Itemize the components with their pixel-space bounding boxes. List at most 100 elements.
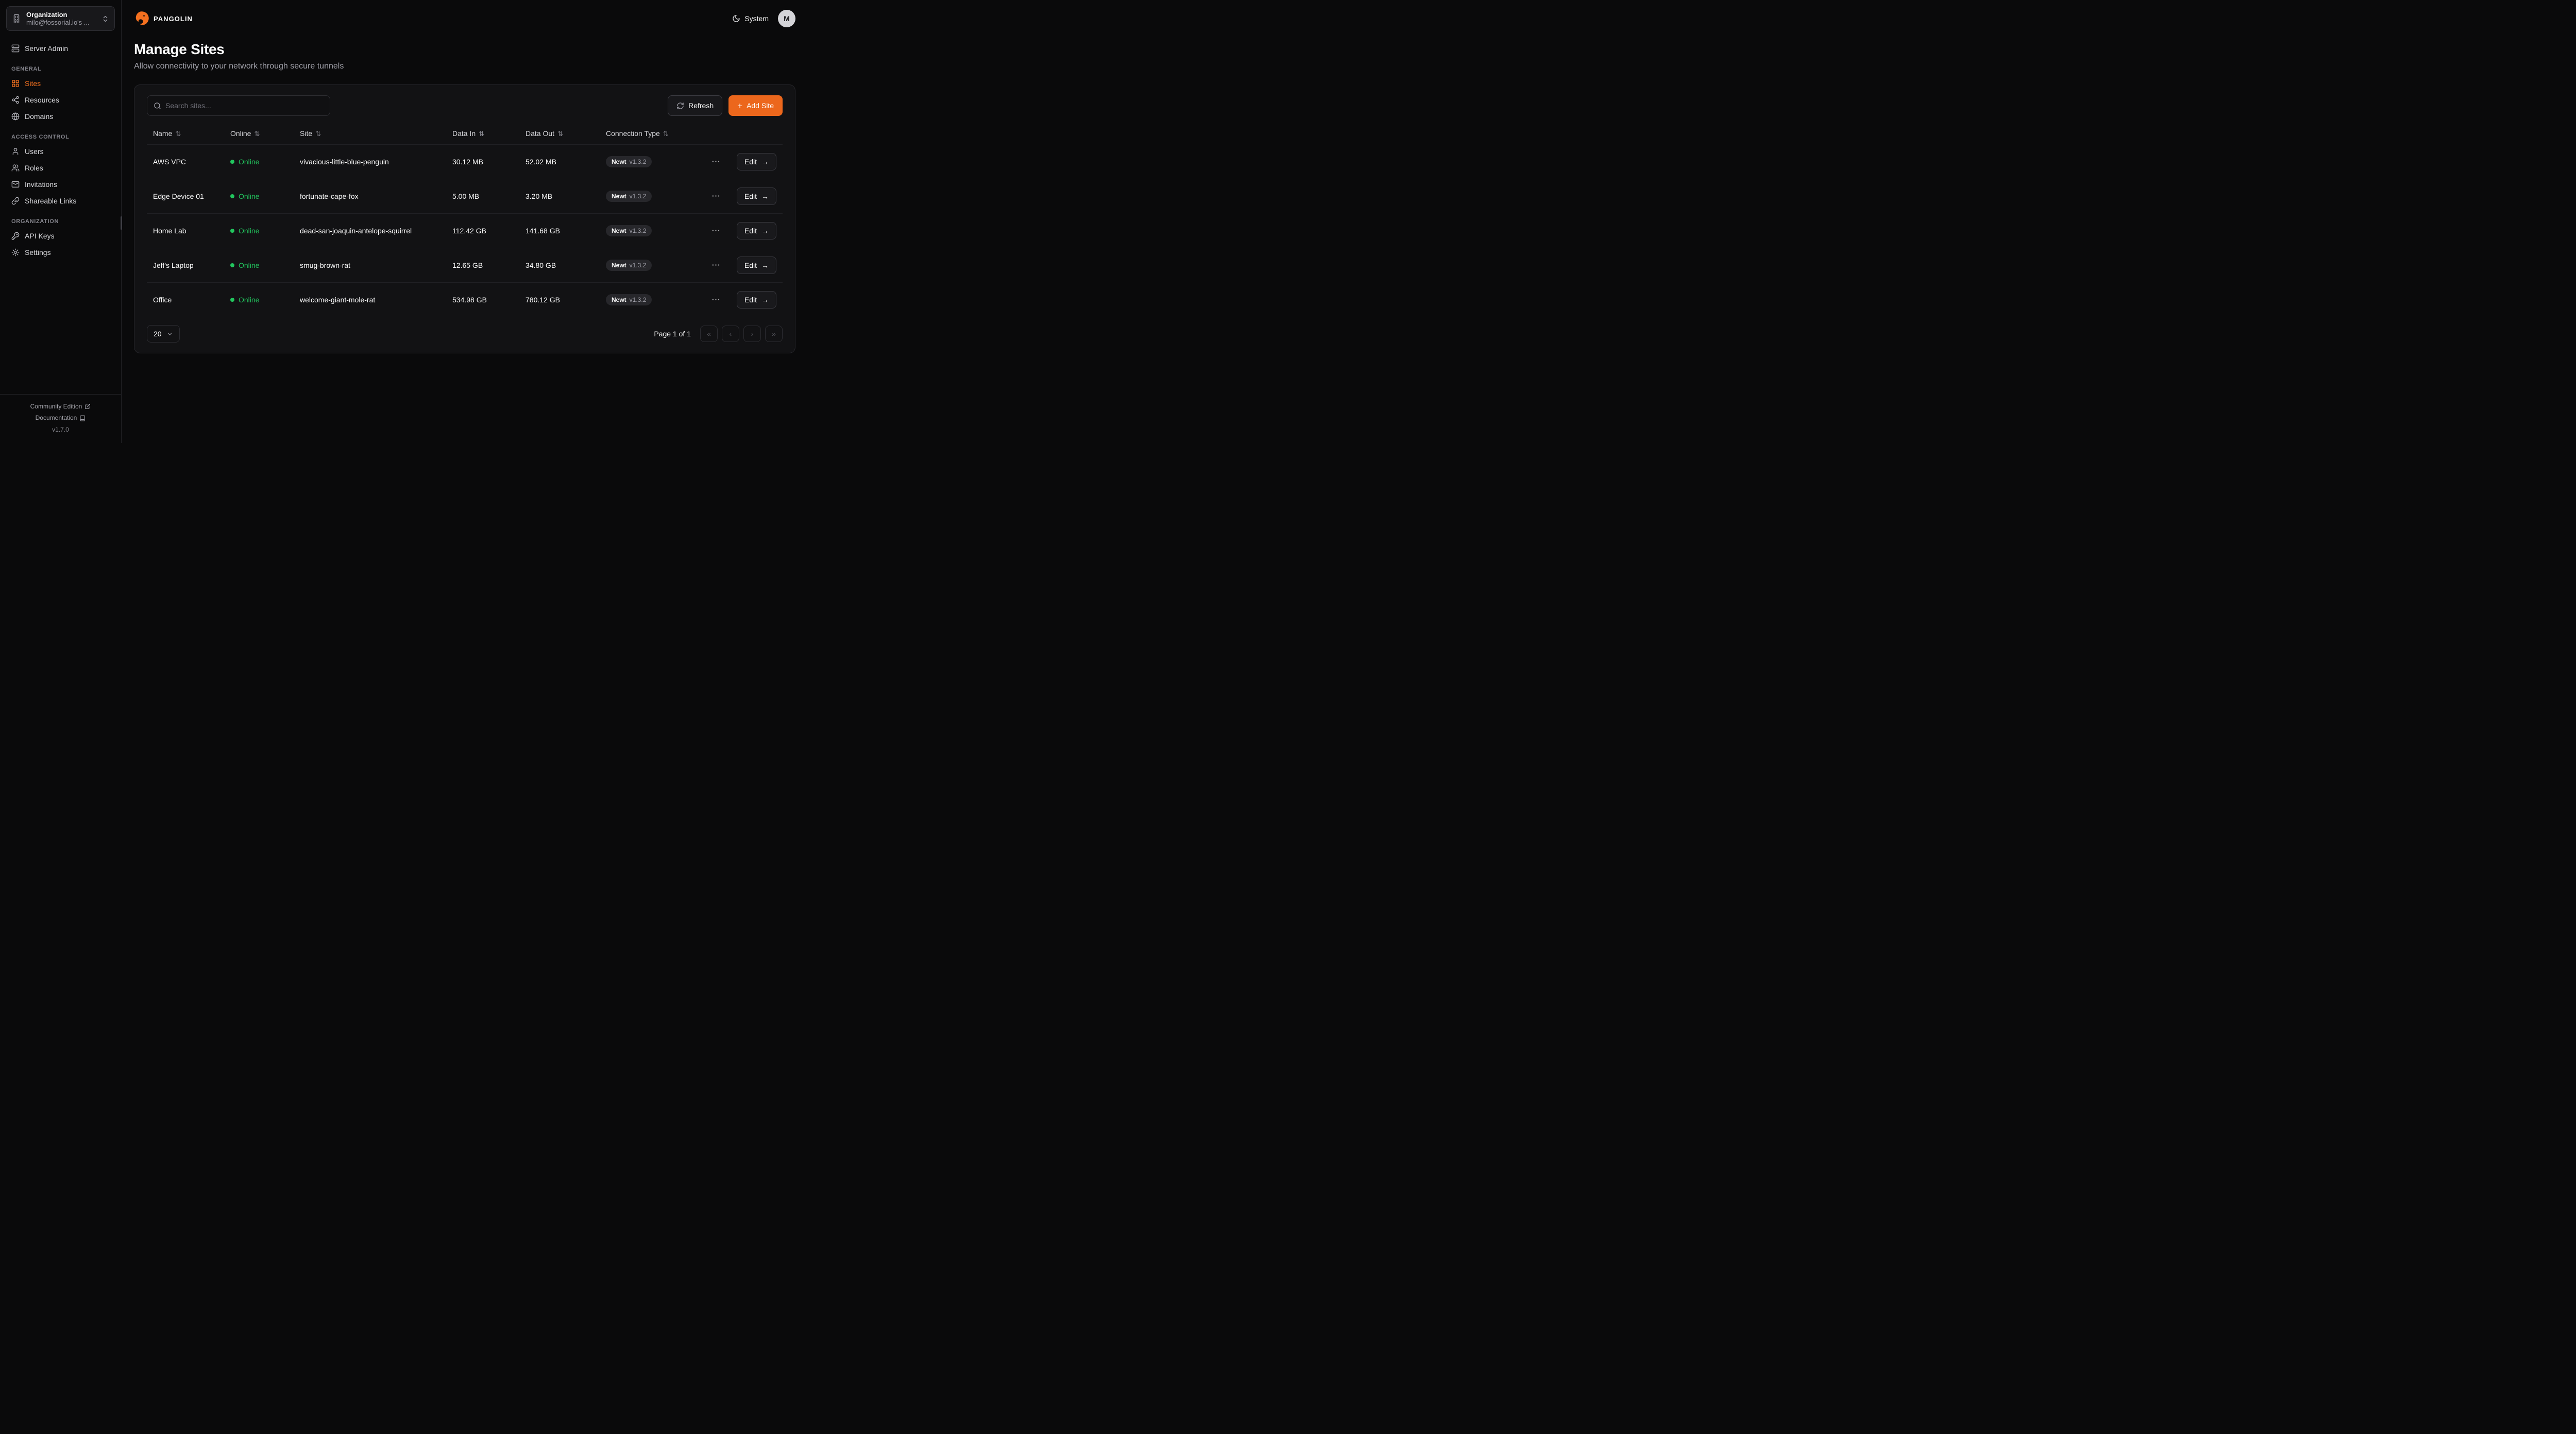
row-actions-button[interactable]: ⋯	[708, 189, 723, 203]
sidebar-item-label: Settings	[25, 248, 51, 257]
row-actions-button[interactable]: ⋯	[708, 155, 723, 169]
sidebar-item-roles[interactable]: Roles	[6, 160, 115, 176]
brand-name: PANGOLIN	[154, 14, 193, 23]
status-badge: Online	[230, 227, 287, 235]
sidebar-item-settings[interactable]: Settings	[6, 244, 115, 261]
online-dot-icon	[230, 160, 234, 164]
cell-data-in: 5.00 MB	[446, 179, 519, 214]
edit-button[interactable]: Edit →	[736, 257, 776, 274]
column-header-online: Online ⇅	[230, 129, 260, 138]
page-subtitle: Allow connectivity to your network throu…	[134, 62, 344, 71]
gear-icon	[11, 248, 20, 257]
theme-toggle[interactable]: System	[732, 14, 769, 23]
pangolin-logo-icon	[134, 11, 149, 26]
sidebar-footer: Community Edition Documentation v1.7.0	[0, 394, 121, 443]
table-row: Edge Device 01 Online fortunate-cape-fox…	[147, 179, 783, 214]
search-input[interactable]	[165, 101, 324, 110]
sidebar-item-label: Domains	[25, 112, 54, 121]
main-content: PANGOLIN System M Manage Sites Allow con…	[122, 0, 808, 443]
sidebar-item-domains[interactable]: Domains	[6, 108, 115, 125]
edit-button[interactable]: Edit →	[736, 291, 776, 309]
toolbar-actions: Refresh + Add Site	[668, 95, 783, 116]
cell-name: Edge Device 01	[147, 179, 224, 214]
connection-type-badge: Newt v1.3.2	[606, 294, 652, 305]
sort-icon[interactable]: ⇅	[479, 130, 485, 138]
sidebar-item-server-admin[interactable]: Server Admin	[6, 40, 115, 57]
community-edition-link[interactable]: Community Edition	[5, 401, 116, 413]
edit-button[interactable]: Edit →	[736, 153, 776, 170]
sort-icon[interactable]: ⇅	[315, 130, 321, 138]
page-size-select[interactable]: 20	[147, 325, 180, 343]
first-page-button[interactable]: «	[700, 326, 718, 342]
globe-icon	[11, 112, 20, 121]
cell-data-out: 52.02 MB	[519, 144, 600, 179]
connection-type-badge: Newt v1.3.2	[606, 225, 652, 236]
topbar: PANGOLIN System M	[122, 0, 808, 37]
row-actions-button[interactable]: ⋯	[708, 224, 723, 238]
app: Organization milo@fossorial.io's ... Ser…	[0, 0, 808, 443]
status-badge: Online	[230, 192, 287, 200]
column-header-site: Site ⇅	[300, 129, 321, 138]
add-site-button[interactable]: + Add Site	[728, 95, 783, 116]
table-header-row: Name ⇅ Online ⇅ Site ⇅ Data In ⇅ Data Out ⇅ C…	[147, 123, 783, 145]
status-badge: Online	[230, 158, 287, 166]
sidebar-resize-handle[interactable]	[121, 216, 122, 230]
sort-icon[interactable]: ⇅	[175, 130, 181, 138]
cell-site: dead-san-joaquin-antelope-squirrel	[294, 213, 446, 248]
documentation-link[interactable]: Documentation	[5, 412, 116, 424]
row-actions-button[interactable]: ⋯	[708, 293, 723, 307]
sort-icon[interactable]: ⇅	[557, 130, 563, 138]
arrow-right-icon: →	[761, 227, 769, 235]
chevron-down-icon	[166, 331, 173, 337]
next-page-button[interactable]: ›	[743, 326, 761, 342]
column-header-data-out: Data Out ⇅	[526, 129, 563, 138]
row-actions-button[interactable]: ⋯	[708, 258, 723, 272]
column-header-name: Name ⇅	[153, 129, 181, 138]
sort-icon[interactable]: ⇅	[663, 130, 669, 138]
sidebar-item-resources[interactable]: Resources	[6, 92, 115, 108]
card-footer: 20 Page 1 of 1 « ‹ › »	[147, 325, 783, 343]
cell-data-out: 141.68 GB	[519, 213, 600, 248]
connection-type-badge: Newt v1.3.2	[606, 260, 652, 271]
chevrons-up-down-icon	[101, 15, 109, 23]
brand: PANGOLIN	[134, 11, 193, 26]
org-text: Organization milo@fossorial.io's ...	[26, 11, 96, 26]
sidebar-item-shareable-links[interactable]: Shareable Links	[6, 193, 115, 209]
sidebar-item-label: Server Admin	[25, 44, 69, 53]
moon-icon	[732, 14, 740, 23]
avatar[interactable]: M	[778, 10, 795, 27]
table-row: Home Lab Online dead-san-joaquin-antelop…	[147, 213, 783, 248]
sidebar-item-api-keys[interactable]: API Keys	[6, 228, 115, 244]
section-title-access-control: ACCESS CONTROL	[11, 134, 70, 140]
sidebar-item-label: Invitations	[25, 180, 58, 189]
connection-type-badge: Newt v1.3.2	[606, 156, 652, 167]
refresh-button[interactable]: Refresh	[668, 95, 723, 116]
online-dot-icon	[230, 194, 234, 198]
sidebar-item-label: Roles	[25, 164, 43, 172]
sidebar-item-invitations[interactable]: Invitations	[6, 176, 115, 193]
last-page-button[interactable]: »	[765, 326, 783, 342]
edit-button[interactable]: Edit →	[736, 187, 776, 205]
column-header-connection-type: Connection Type ⇅	[606, 129, 669, 138]
cell-name: AWS VPC	[147, 144, 224, 179]
building-icon	[12, 14, 21, 23]
sidebar-item-sites[interactable]: Sites	[6, 75, 115, 92]
sidebar-item-users[interactable]: Users	[6, 143, 115, 160]
theme-label: System	[744, 14, 769, 23]
cell-site: vivacious-little-blue-penguin	[294, 144, 446, 179]
prev-page-button[interactable]: ‹	[722, 326, 739, 342]
online-dot-icon	[230, 229, 234, 233]
cell-data-in: 12.65 GB	[446, 248, 519, 283]
card-toolbar: Refresh + Add Site	[147, 95, 783, 116]
search-box	[147, 95, 330, 116]
refresh-icon	[676, 102, 684, 110]
documentation-label: Documentation	[35, 414, 77, 422]
cell-data-in: 30.12 MB	[446, 144, 519, 179]
search-icon	[154, 102, 161, 110]
cell-name: Office	[147, 282, 224, 317]
sort-icon[interactable]: ⇅	[254, 130, 260, 138]
sites-table: Name ⇅ Online ⇅ Site ⇅ Data In ⇅ Data Out ⇅ C…	[147, 123, 783, 317]
org-selector[interactable]: Organization milo@fossorial.io's ...	[6, 6, 115, 31]
edit-button[interactable]: Edit →	[736, 222, 776, 240]
page-title: Manage Sites	[134, 41, 225, 57]
